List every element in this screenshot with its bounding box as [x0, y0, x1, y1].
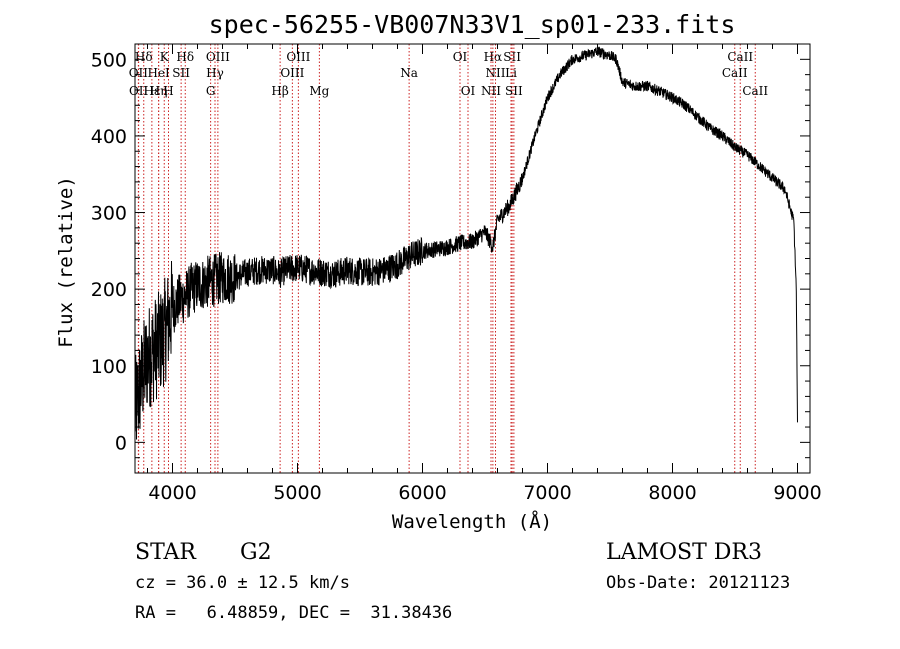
spectral-line-label: SII — [503, 50, 521, 64]
spectral-line-label: H — [163, 84, 173, 98]
spectral-line-label: OII — [129, 84, 149, 98]
spectral-line-label: CaII — [722, 66, 748, 80]
y-axis-label: Flux (relative) — [55, 176, 77, 348]
spectral-line-label: G — [206, 84, 216, 98]
spectral-line-label: Hη — [150, 84, 168, 98]
plot-frame — [134, 43, 811, 474]
y-tick-label: 0 — [115, 432, 127, 454]
spectral-line-label: CaII — [727, 50, 753, 64]
y-tick-label: 100 — [91, 356, 127, 378]
x-tick-label: 8000 — [648, 482, 696, 504]
y-tick-label: 200 — [91, 279, 127, 301]
spectral-line-label: OIII — [280, 66, 304, 80]
y-tick-label: 300 — [91, 203, 127, 225]
spectral-line-label: OIII — [286, 50, 310, 64]
spectral-line-label: OI — [453, 50, 468, 64]
spectral-line-label: SII — [505, 84, 523, 98]
spectral-line-label: Li — [505, 66, 517, 80]
spectral-line-label: K — [160, 50, 170, 64]
spectral-line-label: Hγ — [206, 66, 224, 80]
spectral-line-label: NII — [481, 84, 501, 98]
obs-date: Obs-Date: 20121123 — [606, 573, 790, 593]
spectral-line-label: OI — [461, 84, 476, 98]
spectral-line-label: SII — [172, 66, 190, 80]
y-tick-label: 500 — [91, 49, 127, 71]
survey-name: LAMOST DR3 — [606, 540, 762, 565]
spectral-line-label: NII — [486, 66, 506, 80]
spectral-line-label: Hδ — [135, 50, 153, 64]
axis-ticks: 4000 5000 6000 7000 8000 9000 0 100 200 300 400 500 — [91, 43, 822, 504]
x-tick-label: 7000 — [523, 482, 571, 504]
x-tick-label: 4000 — [148, 482, 196, 504]
spectral-line-label: Hα — [484, 50, 503, 64]
redshift-cz: cz = 36.0 ± 12.5 km/s — [135, 573, 350, 593]
object-subclass: G2 — [240, 540, 272, 565]
chart-title: spec-56255-VB007N33V1_sp01-233.fits — [209, 10, 736, 39]
ra-dec-coordinates: RA = 6.48859, DEC = 31.38436 — [135, 603, 452, 623]
x-tick-label: 6000 — [398, 482, 446, 504]
spectral-line-label: Hδ — [176, 50, 194, 64]
x-axis-label: Wavelength (Å) — [392, 510, 552, 533]
spectral-line-label: Mg — [309, 84, 329, 98]
x-tick-label: 9000 — [773, 482, 821, 504]
spectral-line-label: OIII — [206, 50, 230, 64]
spectral-line-label: Na — [400, 66, 418, 80]
spectrum-line — [134, 46, 798, 440]
spectral-line-label: Hβ — [271, 84, 288, 98]
spectral-line-label: CaII — [742, 84, 768, 98]
x-tick-label: 5000 — [273, 482, 321, 504]
y-tick-label: 400 — [91, 126, 127, 148]
spectral-line-label: Hε — [144, 84, 161, 98]
object-class: STAR — [135, 540, 197, 565]
